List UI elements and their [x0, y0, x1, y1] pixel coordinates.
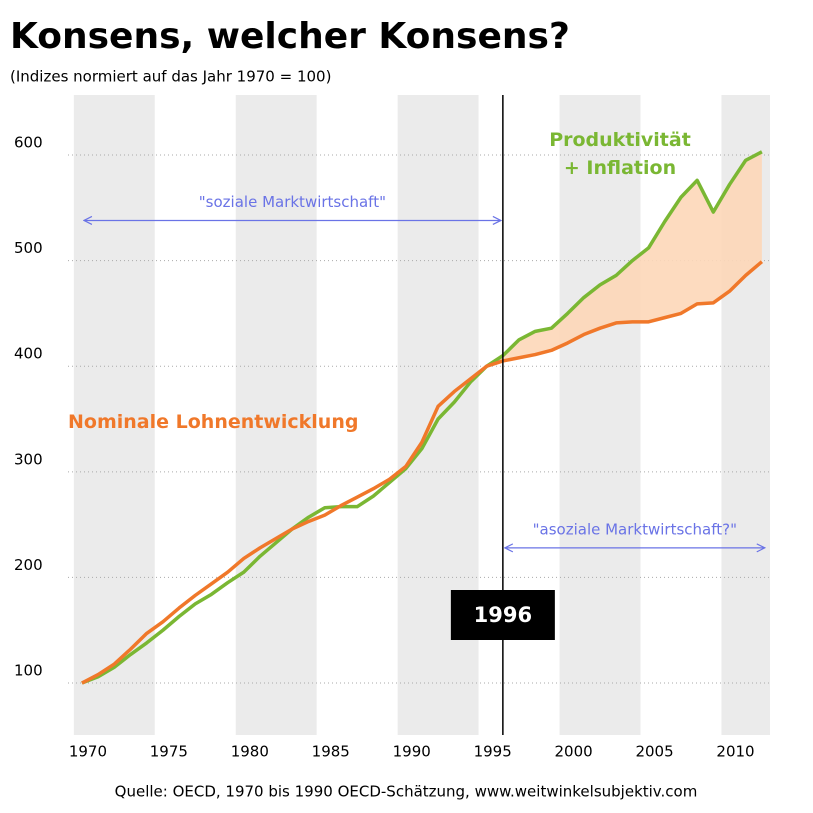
source: Quelle: OECD, 1970 bis 1990 OECD-Schätzu…	[115, 783, 698, 801]
x-tick-label: 1980	[231, 743, 269, 761]
marker-box	[450, 590, 555, 640]
x-tick-label: 1990	[393, 743, 431, 761]
x-tick-label: 1975	[150, 743, 188, 761]
annotation-text: "asoziale Marktwirtschaft?"	[533, 520, 737, 538]
x-tick-label: 2005	[635, 743, 673, 761]
gap-area	[486, 151, 762, 367]
y-tick-label: 100	[14, 662, 43, 680]
band	[73, 95, 155, 735]
chart-subtitle: (Indizes normiert auf das Jahr 1970 = 10…	[10, 68, 331, 86]
x-tick-label: 2010	[716, 743, 754, 761]
series-line	[81, 260, 764, 685]
x-tick-label: 1995	[474, 743, 512, 761]
series-label: Produktivität + Inflation	[549, 129, 691, 179]
band	[235, 95, 317, 735]
y-tick-label: 400	[14, 345, 43, 363]
y-tick-label: 200	[14, 556, 43, 574]
series-line	[81, 150, 763, 685]
band	[559, 95, 641, 735]
x-tick-label: 1985	[312, 743, 350, 761]
y-tick-label: 500	[14, 239, 43, 257]
y-tick-label: 600	[14, 133, 43, 151]
bands	[73, 95, 770, 735]
y-tick-label: 300	[14, 450, 43, 468]
chart-title: Konsens, welcher Konsens?	[10, 16, 570, 57]
x-tick-label: 2000	[555, 743, 593, 761]
annotation-text: "soziale Marktwirtschaft"	[199, 193, 386, 211]
series-label: Nominale Lohnentwicklung	[68, 411, 359, 433]
marker-label: 1996	[474, 603, 532, 627]
x-tick-label: 1970	[69, 743, 107, 761]
